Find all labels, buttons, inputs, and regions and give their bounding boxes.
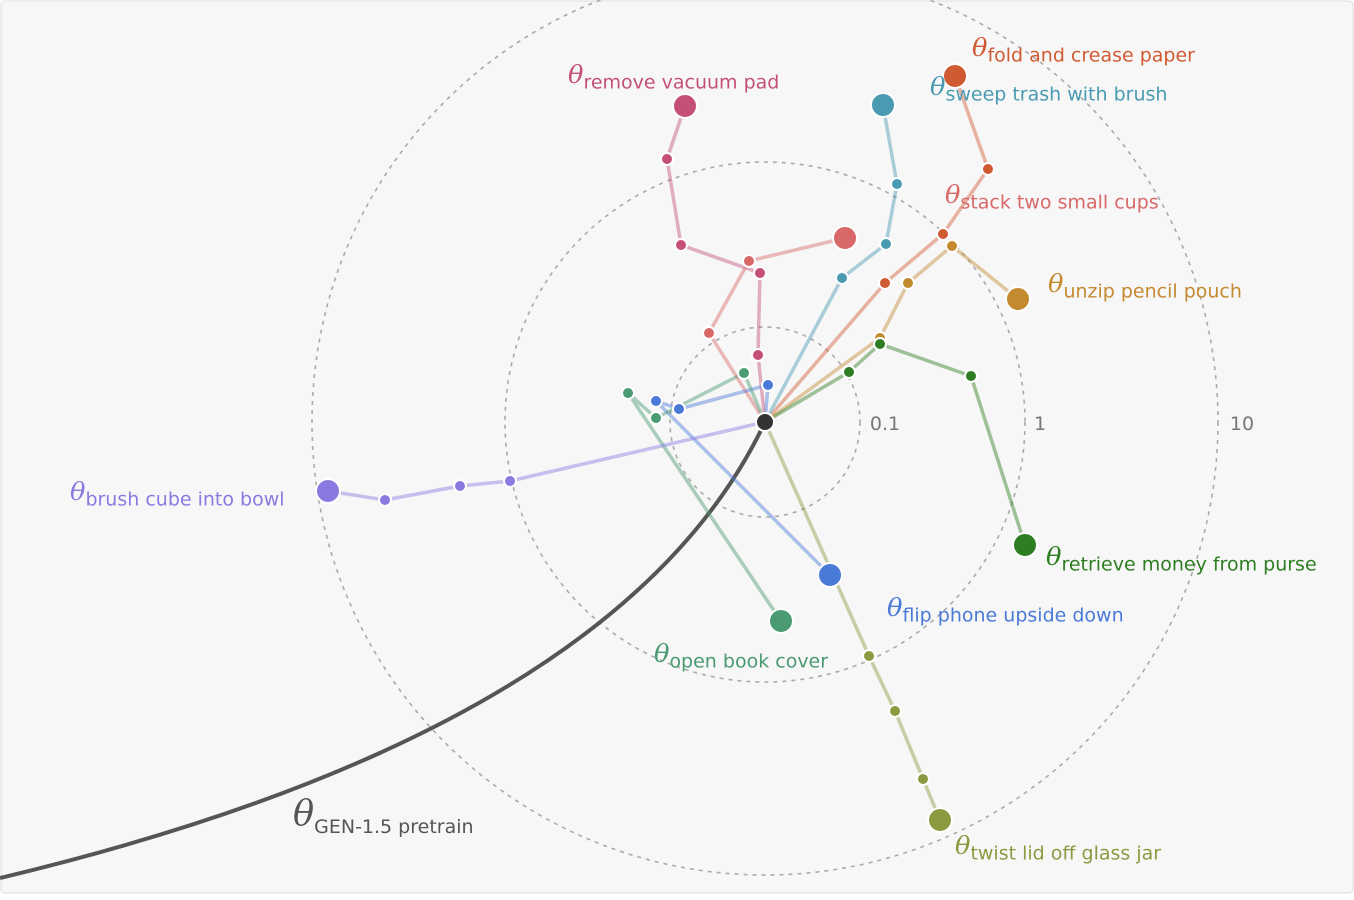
waypoint [378, 493, 392, 507]
endpoint [768, 608, 794, 634]
waypoint [503, 474, 517, 488]
subscript: flip phone upside down [902, 605, 1123, 627]
trajectory-label: θremove vacuum pad [568, 60, 779, 94]
theta: θ [955, 831, 971, 861]
waypoint [660, 152, 674, 166]
endpoint [817, 562, 843, 588]
waypoint [878, 276, 892, 290]
waypoint [742, 254, 756, 268]
endpoint [1005, 286, 1031, 312]
trajectory-label: θstack two small cups [945, 180, 1159, 214]
trajectory-label: θflip phone upside down [887, 593, 1124, 627]
trajectory-label: θopen book cover [654, 639, 828, 673]
ring-label: 10 [1230, 413, 1254, 435]
subscript: twist lid off glass jar [970, 843, 1161, 865]
pretrain-curve [0, 421, 767, 880]
theta: θ [887, 593, 903, 623]
ring-label: 0.1 [870, 413, 900, 435]
trajectory-dots [315, 63, 1038, 833]
waypoint [649, 411, 663, 425]
trajectory [665, 105, 767, 423]
theta: θ [568, 60, 584, 90]
endpoint [870, 92, 896, 118]
waypoint [862, 649, 876, 663]
trajectory-label: θtwist lid off glass jar [955, 831, 1161, 865]
waypoint [753, 266, 767, 280]
waypoint [702, 326, 716, 340]
endpoint [315, 478, 341, 504]
waypoint [945, 239, 959, 253]
waypoint [888, 704, 902, 718]
ring-label: 1 [1034, 413, 1046, 435]
waypoint [981, 162, 995, 176]
theta: θ [1048, 269, 1064, 299]
waypoint [649, 394, 663, 408]
endpoint [672, 93, 698, 119]
waypoint [873, 337, 887, 351]
endpoint [1012, 532, 1038, 558]
theta: θ [1046, 542, 1062, 572]
waypoint [842, 365, 856, 379]
subscript: stack two small cups [960, 192, 1158, 214]
trajectory-label: θsweep trash with brush [930, 72, 1167, 106]
waypoint [901, 276, 915, 290]
trajectory-label: θfold and crease paper [972, 33, 1195, 67]
subscript: unzip pencil pouch [1063, 281, 1242, 303]
waypoint [737, 366, 751, 380]
waypoint [621, 386, 635, 400]
endpoint [927, 807, 953, 833]
endpoint [942, 63, 968, 89]
subscript: retrieve money from purse [1061, 554, 1316, 576]
trajectory-label: θGEN-1.5 pretrain [293, 793, 474, 838]
theta: θ [945, 180, 961, 210]
ring [311, 0, 1219, 876]
subscript: fold and crease paper [987, 45, 1195, 67]
theta: θ [930, 72, 946, 102]
ring [669, 326, 861, 518]
origin [755, 412, 775, 432]
trajectory-label: θretrieve money from purse [1046, 542, 1317, 576]
waypoint [936, 227, 950, 241]
theta: θ [654, 639, 670, 669]
theta: θ [70, 477, 86, 507]
subscript: open book cover [669, 651, 828, 673]
waypoint [672, 402, 686, 416]
waypoint [916, 772, 930, 786]
theta: θ [293, 793, 314, 834]
trajectory-label: θbrush cube into bowl [70, 477, 285, 511]
trajectory [707, 236, 846, 423]
waypoint [751, 348, 765, 362]
waypoint [879, 237, 893, 251]
subscript: brush cube into bowl [85, 489, 284, 511]
trajectory-label: θunzip pencil pouch [1048, 269, 1242, 303]
waypoint [890, 177, 904, 191]
subscript: remove vacuum pad [583, 72, 779, 94]
endpoint [832, 225, 858, 251]
theta: θ [972, 33, 988, 63]
waypoint [835, 271, 849, 285]
waypoint [674, 238, 688, 252]
waypoint [453, 479, 467, 493]
ring [504, 161, 1026, 683]
waypoint [761, 378, 775, 392]
subscript: GEN-1.5 pretrain [314, 816, 473, 838]
waypoint [964, 369, 978, 383]
subscript: sweep trash with brush [945, 84, 1167, 106]
